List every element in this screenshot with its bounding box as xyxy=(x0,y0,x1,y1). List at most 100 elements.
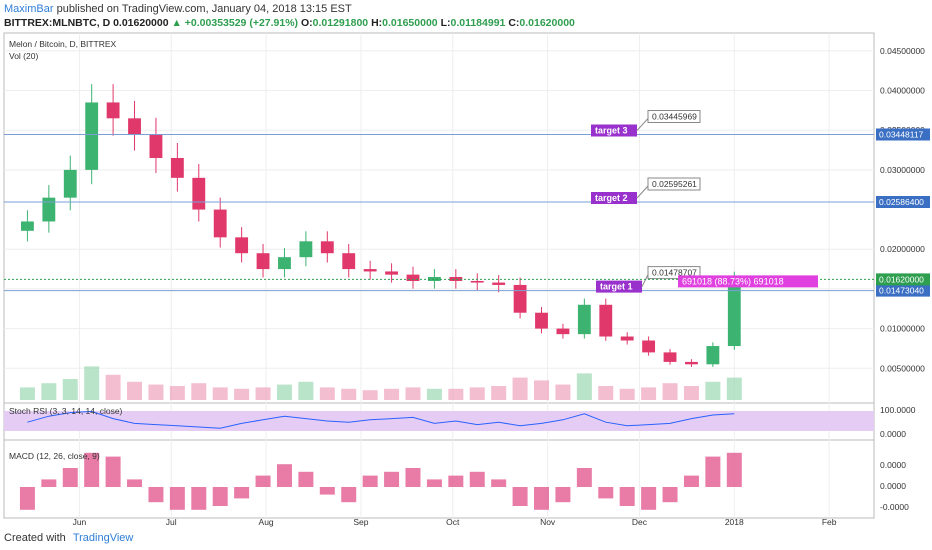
candle-body xyxy=(427,277,441,281)
macd-bar xyxy=(469,471,485,487)
stoch-band xyxy=(4,411,874,431)
candle-body xyxy=(128,118,141,135)
volume-bar xyxy=(469,387,485,400)
candle-body xyxy=(642,340,656,353)
candle-body xyxy=(535,312,548,329)
volume-bars xyxy=(19,366,742,400)
volume-bar xyxy=(105,374,121,400)
macd-bar xyxy=(641,487,657,510)
volume-bar xyxy=(683,386,699,400)
macd-bar xyxy=(619,487,635,506)
volume-bar xyxy=(127,381,143,400)
target-label: target 1 xyxy=(600,282,633,292)
axis-price-tag xyxy=(876,128,930,141)
volume-bar xyxy=(191,383,207,400)
volume-bar xyxy=(169,386,185,400)
macd-bar xyxy=(234,487,250,499)
macd-bar xyxy=(426,479,442,487)
axis-price-tag xyxy=(876,284,930,297)
volume-bar xyxy=(212,387,228,400)
y-tick-label: 0.02000000 xyxy=(880,244,925,254)
candle-body xyxy=(85,102,99,170)
macd-bar xyxy=(105,456,121,487)
volume-bar xyxy=(405,387,421,400)
target-callout-line xyxy=(641,274,649,287)
stoch-tick-label: 100.0000 xyxy=(880,405,916,415)
x-tick-label: Feb xyxy=(822,517,837,527)
candle-body xyxy=(492,282,506,285)
macd-bar xyxy=(212,487,228,506)
last-price-label: 0.01620000 xyxy=(879,274,924,284)
stoch-tick-label: 0.0000 xyxy=(880,429,906,439)
volume-bar xyxy=(426,388,442,400)
volume-bar xyxy=(448,388,464,400)
author-link[interactable]: MaximBar xyxy=(4,3,54,15)
x-tick-label: Sep xyxy=(353,517,368,527)
y-tick-label: 0.01000000 xyxy=(880,324,925,334)
macd-tick-label: -0.0000 xyxy=(880,502,909,512)
target-label: target 3 xyxy=(595,126,628,136)
macd-bar xyxy=(362,475,378,487)
macd-bar xyxy=(62,468,78,487)
grid xyxy=(4,33,874,518)
volume-bar xyxy=(534,380,550,400)
last-value: 0.01620000 xyxy=(113,17,169,29)
volume-bar xyxy=(84,366,100,400)
macd-bar xyxy=(19,487,35,510)
volume-bar xyxy=(512,377,528,400)
macd-bar xyxy=(705,456,721,487)
candle-body xyxy=(320,241,334,254)
footer: Created with TradingView xyxy=(4,532,133,544)
macd-pane[interactable] xyxy=(3,439,875,519)
high-value: 0.01650000 xyxy=(382,17,438,29)
volume-bar xyxy=(41,383,57,400)
macd-bar xyxy=(598,487,614,499)
candle-body xyxy=(556,328,570,335)
chart-title: Melon / Bitcoin, D, BITTREX xyxy=(9,39,117,49)
volume-bar xyxy=(384,388,400,400)
macd-bar xyxy=(662,487,678,503)
macd-histogram xyxy=(19,452,742,510)
macd-bar xyxy=(405,468,421,487)
y-tick-label: 0.00500000 xyxy=(880,363,925,373)
macd-bar xyxy=(319,487,335,495)
measure-label-bg xyxy=(678,275,818,288)
volume-bar xyxy=(362,390,378,400)
volume-bar xyxy=(148,384,164,400)
candle-body xyxy=(213,209,227,238)
macd-bar xyxy=(555,487,571,503)
close-value: 0.01620000 xyxy=(519,17,575,29)
volume-bar xyxy=(319,387,335,400)
target-callout-value: 0.02595261 xyxy=(652,179,697,189)
candle-body xyxy=(42,197,56,222)
target-callout-box xyxy=(647,110,701,124)
macd-bar xyxy=(576,468,592,487)
volume-bar xyxy=(298,381,314,400)
candle-body xyxy=(706,346,720,365)
target-callout-value: 0.03445969 xyxy=(652,112,697,122)
candle-body xyxy=(449,277,463,281)
macd-bar xyxy=(298,471,314,487)
candle-body xyxy=(599,304,613,337)
volume-bar xyxy=(234,388,250,400)
x-tick-label: Jul xyxy=(166,517,177,527)
measure-label: 691018 (88.73%) 691018 xyxy=(682,276,784,286)
volume-bar xyxy=(576,373,592,400)
candle-body xyxy=(663,352,677,362)
volume-bar xyxy=(641,387,657,400)
candle-body xyxy=(63,169,77,198)
y-tick-label: 0.04500000 xyxy=(880,46,925,56)
tradingview-logo-link[interactable]: TradingView xyxy=(72,532,134,544)
candle-body xyxy=(620,336,634,341)
candle-body xyxy=(577,304,591,335)
volume-bar xyxy=(341,388,357,400)
y-tick-label: 0.03000000 xyxy=(880,165,925,175)
axis-price-label: 0.03448117 xyxy=(879,130,924,140)
volume-bar xyxy=(491,386,507,400)
axis-price-tag xyxy=(876,196,930,209)
price-pane[interactable] xyxy=(3,32,875,404)
stoch-k-line xyxy=(27,410,735,429)
volume-bar xyxy=(598,386,614,400)
low-value: 0.01184991 xyxy=(450,17,506,29)
